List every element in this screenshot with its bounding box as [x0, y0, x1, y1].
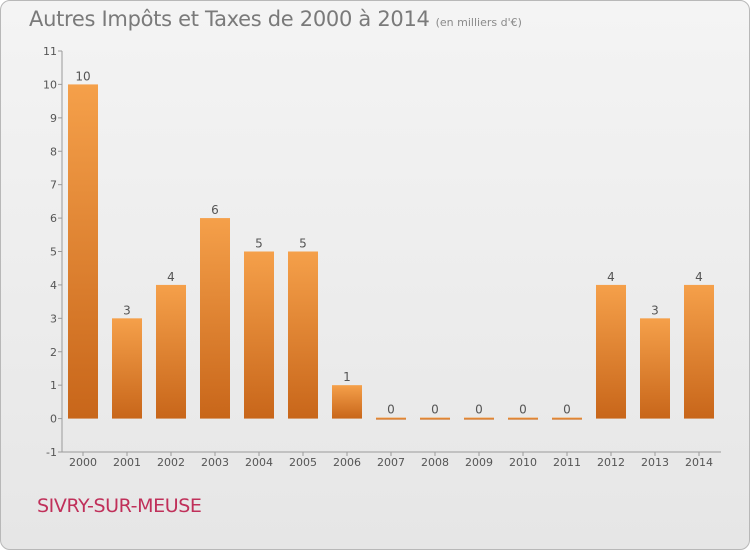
- bar-2003: [200, 218, 230, 419]
- x-tick-label-2003: 2003: [201, 456, 229, 469]
- bar-2012: [596, 284, 626, 419]
- bar-2009: [464, 417, 494, 420]
- y-tick-label: 8: [50, 145, 57, 158]
- x-tick-label-2010: 2010: [509, 456, 537, 469]
- y-tick-label: 0: [50, 413, 57, 426]
- x-tick-label-2001: 2001: [113, 456, 141, 469]
- data-label-2006: 1: [343, 370, 351, 384]
- x-tick-label-2005: 2005: [289, 456, 317, 469]
- bar-2000: [68, 84, 98, 419]
- x-tick-label-2014: 2014: [685, 456, 713, 469]
- x-tick-label-2009: 2009: [465, 456, 493, 469]
- data-label-2005: 5: [299, 237, 307, 251]
- bar-2001: [112, 318, 142, 419]
- bar-2011: [552, 417, 582, 420]
- x-tick-label-2000: 2000: [69, 456, 97, 469]
- data-label-2011: 0: [563, 403, 571, 417]
- bar-2008: [420, 417, 450, 420]
- y-tick-label: 2: [50, 346, 57, 359]
- data-label-2003: 6: [211, 203, 219, 217]
- y-tick-label: 6: [50, 212, 57, 225]
- data-label-2008: 0: [431, 403, 439, 417]
- bar-2005: [288, 251, 318, 419]
- x-tick-label-2002: 2002: [157, 456, 185, 469]
- commune-name: SIVRY-SUR-MEUSE: [37, 495, 202, 517]
- x-tick-label-2007: 2007: [377, 456, 405, 469]
- y-tick-label: 3: [50, 312, 57, 325]
- y-tick-label: 5: [50, 246, 57, 259]
- bar-2004: [244, 251, 274, 419]
- bar-2010: [508, 417, 538, 420]
- x-tick-label-2013: 2013: [641, 456, 669, 469]
- data-label-2013: 3: [651, 303, 659, 317]
- data-label-2004: 5: [255, 237, 263, 251]
- y-tick-label: -1: [46, 446, 57, 459]
- bar-2013: [640, 318, 670, 419]
- y-tick-label: 7: [50, 179, 57, 192]
- data-label-2002: 4: [167, 270, 175, 284]
- data-label-2007: 0: [387, 403, 395, 417]
- chart-title-text: Autres Impôts et Taxes de 2000 à 2014: [29, 7, 430, 31]
- bar-2014: [684, 284, 714, 419]
- chart-title: Autres Impôts et Taxes de 2000 à 2014 (en…: [29, 7, 522, 31]
- x-tick-label-2012: 2012: [597, 456, 625, 469]
- data-label-2000: 10: [75, 69, 90, 83]
- data-label-2001: 3: [123, 303, 131, 317]
- bar-2006: [332, 385, 362, 419]
- x-tick-label-2004: 2004: [245, 456, 273, 469]
- data-label-2014: 4: [695, 270, 703, 284]
- chart-subtitle: (en milliers d'€): [435, 16, 522, 29]
- y-tick-label: 10: [43, 78, 57, 91]
- y-tick-label: 9: [50, 112, 57, 125]
- bar-2002: [156, 284, 186, 419]
- x-tick-label-2006: 2006: [333, 456, 361, 469]
- y-tick-label: 4: [50, 279, 57, 292]
- y-tick-label: 11: [43, 45, 57, 58]
- data-label-2012: 4: [607, 270, 615, 284]
- y-tick-label: 1: [50, 379, 57, 392]
- data-label-2009: 0: [475, 403, 483, 417]
- bar-2007: [376, 417, 406, 420]
- x-tick-label-2008: 2008: [421, 456, 449, 469]
- x-tick-label-2011: 2011: [553, 456, 581, 469]
- data-label-2010: 0: [519, 403, 527, 417]
